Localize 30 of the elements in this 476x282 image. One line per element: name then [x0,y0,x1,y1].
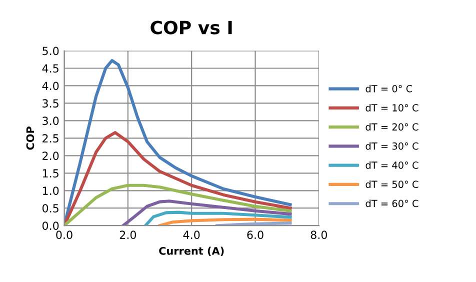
legend-label: dT = 10° C [366,104,418,112]
x-tick-label: 6.0 [247,230,264,240]
y-tick-label: 2.5 [42,134,58,143]
x-tick-label: 0.0 [56,230,72,240]
y-tick-label: 1.5 [42,169,58,178]
legend-label: dT = 30° C [366,142,418,150]
y-tick-label: 3.5 [42,99,58,108]
legend-label: dT = 20° C [366,123,418,131]
x-tick-label: 2.0 [120,230,136,240]
y-axis-title: COP [26,126,34,150]
legend-label: dT = 50° C [366,180,418,188]
y-tick-label: 3.0 [42,116,59,126]
line-series [158,218,292,226]
y-tick-label: 0.5 [42,204,58,212]
y-tick-label: 5.0 [42,46,59,56]
legend-label: dT = 60° C [366,200,418,208]
y-tick-label: 2.0 [42,152,59,160]
y-tick-label: 4.5 [42,64,58,73]
y-tick-label: 4.0 [42,82,59,90]
line-series [144,210,292,226]
legend-label: dT = 0° C [366,84,412,92]
chart-title: COP vs I [150,20,232,34]
y-tick-label: 0.0 [42,222,59,230]
y-tick-label: 1.0 [42,186,59,196]
line-series [122,200,292,226]
line-series [64,184,292,226]
x-tick-label: 8.0 [310,230,328,240]
legend-label: dT = 40° C [366,161,418,169]
x-tick-label: 4.0 [183,230,200,240]
x-axis-title: Current (A) [159,246,224,256]
